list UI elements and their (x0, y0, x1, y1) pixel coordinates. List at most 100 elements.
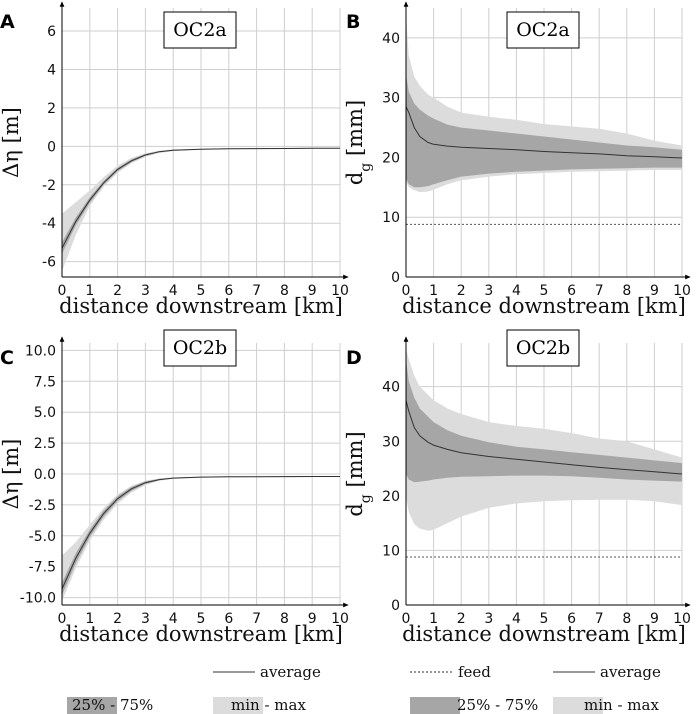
x-tick-label: 9 (308, 611, 317, 627)
y-tick-label: 40 (382, 31, 400, 47)
x-tick-label: 7 (252, 611, 261, 627)
y-tick-label: 10 (382, 210, 400, 226)
title-box (506, 11, 580, 49)
iqr-band (406, 359, 682, 483)
chart-title: OC2b (516, 337, 570, 359)
y-tick-label: 5.0 (34, 405, 56, 421)
panel-letter: C (0, 347, 14, 369)
y-axis-label-sub: g (358, 163, 374, 172)
x-tick-label: 1 (429, 283, 438, 299)
chart-title: OC2b (173, 337, 227, 359)
y-tick-label: 6 (47, 24, 56, 40)
legend-left-iqr-label: 25% - 75% (72, 696, 153, 714)
legend-right: feed average 25% - 75% min - max (410, 663, 661, 714)
legend-right-average-label: average (600, 663, 661, 681)
iqr-band (406, 73, 682, 188)
panel-letter: B (346, 11, 360, 33)
x-tick-label: 2 (113, 611, 122, 627)
legend-right-feed-label: feed (458, 663, 491, 681)
x-tick-label: 10 (331, 283, 349, 299)
average-line (61, 476, 340, 590)
y-tick-label: 20 (382, 150, 400, 166)
y-tick-label: 10.0 (25, 343, 56, 359)
legend-right-range-swatch (553, 697, 603, 714)
y-tick-label: -2.5 (29, 498, 56, 514)
x-tick-label: 10 (673, 283, 691, 299)
x-tick-label: 0 (58, 283, 67, 299)
legend-left-iqr-swatch (67, 697, 117, 714)
x-tick-label: 3 (484, 283, 493, 299)
y-axis-label: Δη [m] (0, 439, 23, 510)
panel-b: 0 1 2 3 4 5 6 7 8 9 10 0 10 20 30 40 distance downstream… (343, 1, 691, 318)
title-box (163, 329, 237, 367)
y-tick-label: 40 (382, 380, 400, 396)
x-tick-label: 3 (141, 611, 150, 627)
range-band (406, 348, 682, 531)
panel-letter: D (346, 347, 362, 369)
average-line (61, 147, 340, 249)
x-tick-label: 1 (85, 611, 94, 627)
legend-left: average 25% - 75% min - max (67, 663, 321, 714)
x-tick-label: 8 (280, 611, 289, 627)
y-tick-label: 0 (391, 598, 400, 614)
y-tick-label: 7.5 (34, 374, 56, 390)
average-line (405, 106, 683, 159)
x-tick-label: 9 (650, 611, 659, 627)
legend-left-average-label: average (260, 663, 321, 681)
y-tick-label: -2 (42, 178, 56, 194)
y-tick-label: -10.0 (20, 591, 56, 607)
legend-right-iqr-swatch (410, 697, 460, 714)
x-tick-label: 4 (512, 283, 521, 299)
x-tick-label: 7 (595, 611, 604, 627)
x-tick-label: 2 (457, 611, 466, 627)
y-axis-label-unit: [mm] (343, 431, 367, 494)
y-axis-label-sub: g (358, 494, 374, 503)
x-tick-label: 0 (402, 611, 411, 627)
x-tick-label: 5 (197, 283, 206, 299)
x-tick-label: 6 (567, 611, 576, 627)
legend-right-range-label: min - max (584, 696, 659, 714)
x-tick-label: 0 (402, 283, 411, 299)
y-tick-label: 2 (47, 101, 56, 117)
y-tick-label: 2.5 (34, 436, 56, 452)
panel-d: 0 1 2 3 4 5 6 7 8 9 10 0 10 20 30 40 distance downstream… (343, 329, 691, 646)
x-tick-label: 2 (113, 283, 122, 299)
y-tick-label: -7.5 (29, 560, 56, 576)
panel-letter: A (0, 11, 15, 33)
x-tick-label: 10 (331, 611, 349, 627)
x-tick-label: 10 (673, 611, 691, 627)
x-tick-label: 7 (595, 283, 604, 299)
chart-title: OC2a (173, 19, 227, 41)
y-axis-label-unit: [mm] (343, 100, 367, 163)
y-tick-label: 0 (391, 270, 400, 286)
x-tick-label: 6 (224, 283, 233, 299)
x-axis-label: distance downstream [km] (402, 294, 686, 318)
y-tick-label: -4 (42, 216, 56, 232)
x-tick-label: 3 (141, 283, 150, 299)
x-tick-label: 0 (58, 611, 67, 627)
average-line (405, 400, 683, 475)
x-tick-label: 2 (457, 283, 466, 299)
y-axis-label-main: d (343, 503, 367, 516)
y-tick-label: 30 (382, 434, 400, 450)
y-axis-label: Δη [m] (0, 107, 23, 178)
x-tick-label: 8 (622, 611, 631, 627)
x-axis-label: distance downstream [km] (59, 294, 343, 318)
y-tick-label: 4 (47, 62, 56, 78)
x-tick-label: 7 (252, 283, 261, 299)
y-tick-label: 30 (382, 91, 400, 107)
panel-c: 0 1 2 3 4 5 6 7 8 9 10 -10.0 -7.5 -5.0 -2.5 0.0 2.5 5.0 7.… (0, 329, 349, 646)
x-tick-label: 4 (169, 611, 178, 627)
legend-left-range-label: min - max (231, 696, 306, 714)
x-tick-label: 8 (622, 283, 631, 299)
x-tick-label: 6 (224, 611, 233, 627)
y-tick-label: -6 (42, 255, 56, 271)
y-tick-label: -5.0 (29, 529, 56, 545)
title-box (163, 11, 237, 49)
x-tick-label: 4 (512, 611, 521, 627)
legend-left-range-swatch (213, 697, 263, 714)
title-box (506, 329, 580, 367)
x-axis-label: distance downstream [km] (402, 622, 686, 646)
